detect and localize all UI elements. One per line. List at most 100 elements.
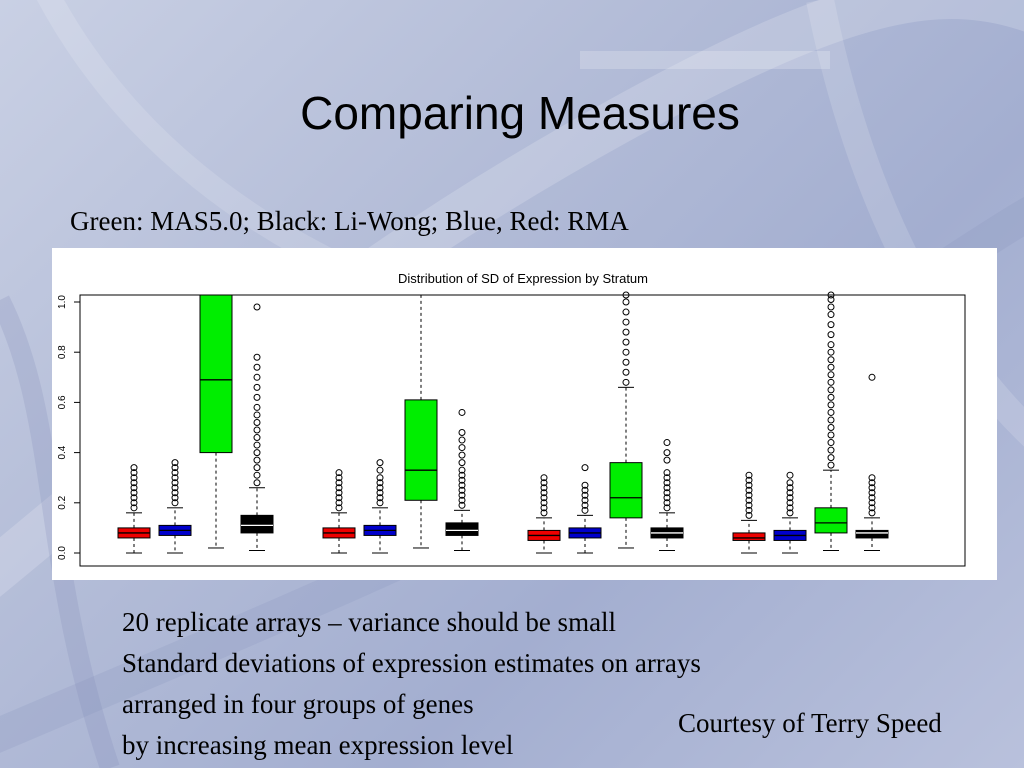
- outlier-point: [253, 373, 261, 381]
- outlier-point: [253, 383, 261, 391]
- outlier-point: [540, 509, 548, 517]
- plot-panel: Distribution of SD of Expression by Stra…: [52, 248, 997, 580]
- outlier-point: [130, 484, 138, 492]
- chart-title: Distribution of SD of Expression by Stra…: [398, 271, 648, 286]
- outlier-point: [458, 408, 466, 416]
- outlier-point: [458, 466, 466, 474]
- outlier-point: [663, 504, 671, 512]
- outlier-point: [130, 479, 138, 487]
- slide-title: Comparing Measures: [300, 87, 740, 139]
- outlier-point: [581, 506, 589, 514]
- outlier-point: [581, 491, 589, 499]
- box-body: [855, 529, 889, 539]
- outlier-point: [171, 469, 179, 477]
- box-3-1: [527, 474, 561, 554]
- outlier-point: [335, 474, 343, 482]
- outlier-point: [827, 303, 835, 311]
- outlier-point: [827, 341, 835, 349]
- outlier-point: [581, 481, 589, 489]
- outlier-point: [827, 454, 835, 462]
- outlier-point: [253, 449, 261, 457]
- outlier-point: [253, 403, 261, 411]
- outlier-point: [171, 474, 179, 482]
- outlier-point: [171, 489, 179, 497]
- outlier-point: [376, 479, 384, 487]
- outlier-point: [130, 464, 138, 472]
- outlier-point: [663, 456, 671, 464]
- note-line: Standard deviations of expression estima…: [122, 648, 701, 678]
- box-body: [240, 514, 274, 534]
- box-body: [814, 507, 848, 534]
- outlier-point: [376, 466, 384, 474]
- outlier-point: [376, 459, 384, 467]
- box-1-1: [117, 464, 151, 554]
- box-body: [199, 294, 233, 454]
- outlier-point: [458, 476, 466, 484]
- outlier-point: [663, 494, 671, 502]
- outlier-point: [827, 439, 835, 447]
- outlier-point: [868, 494, 876, 502]
- outlier-point: [376, 484, 384, 492]
- outlier-point: [868, 504, 876, 512]
- box-series: [117, 291, 889, 554]
- outlier-point: [745, 496, 753, 504]
- outlier-point: [745, 481, 753, 489]
- outlier-point: [171, 484, 179, 492]
- outlier-point: [622, 318, 630, 326]
- outlier-point: [868, 509, 876, 517]
- y-axis: 0.0 0.2 0.4 0.6 0.8 1.0: [57, 295, 80, 560]
- outlier-point: [786, 509, 794, 517]
- box-body: [609, 462, 643, 519]
- slide-notes: 20 replicate arrays – variance should be…: [122, 602, 701, 766]
- y-tick-label: 0.4: [57, 445, 68, 459]
- sd-boxplot-chart: Distribution of SD of Expression by Stra…: [57, 271, 966, 567]
- outlier-point: [622, 328, 630, 336]
- outlier-point: [868, 484, 876, 492]
- box-2-1: [322, 469, 356, 554]
- outlier-point: [253, 411, 261, 419]
- note-line: 20 replicate arrays – variance should be…: [122, 607, 617, 637]
- outlier-point: [376, 474, 384, 482]
- outlier-point: [458, 496, 466, 504]
- outlier-point: [663, 469, 671, 477]
- outlier-point: [622, 368, 630, 376]
- box-1-2: [158, 459, 192, 554]
- outlier-point: [130, 489, 138, 497]
- outlier-point: [827, 321, 835, 329]
- outlier-point: [663, 479, 671, 487]
- outlier-point: [868, 479, 876, 487]
- outlier-point: [827, 416, 835, 424]
- box-4-4: [855, 373, 889, 551]
- outlier-point: [130, 474, 138, 482]
- outlier-point: [581, 486, 589, 494]
- plot-frame: [79, 294, 966, 567]
- outlier-point: [458, 429, 466, 437]
- outlier-point: [827, 356, 835, 364]
- outlier-point: [663, 449, 671, 457]
- outlier-point: [745, 491, 753, 499]
- outlier-point: [786, 484, 794, 492]
- box-2-4: [445, 408, 479, 551]
- box-4-1: [732, 471, 766, 554]
- outlier-point: [663, 484, 671, 492]
- outlier-point: [335, 479, 343, 487]
- outlier-point: [827, 291, 835, 299]
- outlier-point: [745, 471, 753, 479]
- outlier-point: [253, 471, 261, 479]
- outlier-point: [253, 426, 261, 434]
- outlier-point: [827, 331, 835, 339]
- outlier-point: [253, 464, 261, 472]
- outlier-point: [622, 291, 630, 299]
- outlier-point: [335, 494, 343, 502]
- outlier-point: [827, 401, 835, 409]
- outlier-point: [540, 474, 548, 482]
- outlier-point: [540, 479, 548, 487]
- outlier-point: [335, 504, 343, 512]
- outlier-point: [458, 436, 466, 444]
- outlier-point: [540, 504, 548, 512]
- y-tick-label: 0.8: [57, 345, 68, 359]
- outlier-point: [622, 348, 630, 356]
- box-2-3: [404, 295, 438, 549]
- outlier-point: [827, 393, 835, 401]
- outlier-point: [663, 499, 671, 507]
